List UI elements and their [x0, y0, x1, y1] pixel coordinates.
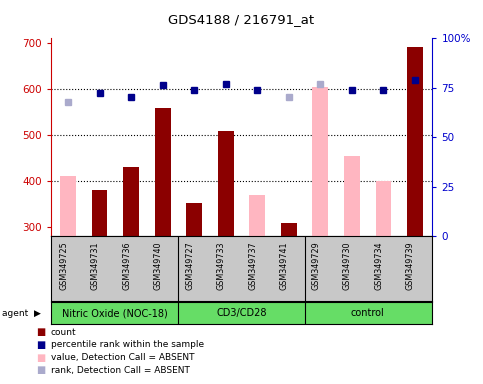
Bar [249, 195, 265, 236]
Text: GSM349741: GSM349741 [280, 242, 289, 290]
Bar [313, 87, 328, 236]
Bar [281, 223, 297, 236]
Text: GSM349736: GSM349736 [122, 242, 131, 290]
Text: ■: ■ [36, 353, 46, 362]
Text: ■: ■ [36, 365, 46, 375]
Text: GSM349733: GSM349733 [217, 242, 226, 290]
Text: GSM349730: GSM349730 [343, 242, 352, 290]
Text: control: control [351, 308, 384, 318]
Bar [375, 181, 391, 236]
Text: GSM349731: GSM349731 [91, 242, 99, 290]
Text: count: count [51, 328, 76, 337]
Text: GDS4188 / 216791_at: GDS4188 / 216791_at [169, 13, 314, 26]
Text: GSM349729: GSM349729 [312, 242, 320, 290]
Bar [92, 190, 108, 236]
Text: CD3/CD28: CD3/CD28 [216, 308, 267, 318]
Text: ■: ■ [36, 327, 46, 337]
Text: GSM349739: GSM349739 [406, 242, 415, 290]
Text: GSM349725: GSM349725 [59, 242, 68, 290]
Text: GSM349737: GSM349737 [248, 242, 257, 290]
Bar [218, 131, 234, 236]
Text: agent  ▶: agent ▶ [2, 309, 41, 318]
Bar [123, 167, 139, 236]
Text: GSM349740: GSM349740 [154, 242, 163, 290]
Text: GSM349734: GSM349734 [374, 242, 384, 290]
Bar [407, 47, 423, 236]
Bar [186, 203, 202, 236]
Text: ■: ■ [36, 340, 46, 350]
Bar [344, 156, 360, 236]
Bar [155, 108, 170, 236]
Text: rank, Detection Call = ABSENT: rank, Detection Call = ABSENT [51, 366, 190, 375]
Text: percentile rank within the sample: percentile rank within the sample [51, 340, 204, 349]
Text: Nitric Oxide (NOC-18): Nitric Oxide (NOC-18) [62, 308, 168, 318]
Text: GSM349727: GSM349727 [185, 242, 194, 290]
Bar [60, 176, 76, 236]
Text: value, Detection Call = ABSENT: value, Detection Call = ABSENT [51, 353, 194, 362]
